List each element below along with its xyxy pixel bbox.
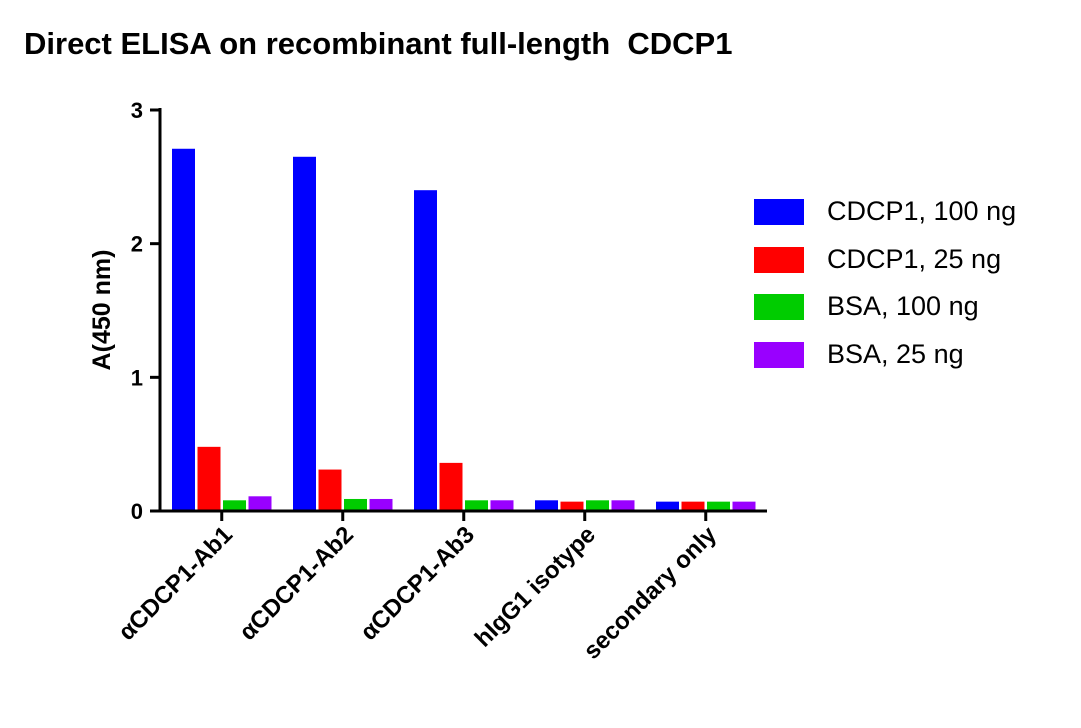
bar-4-3 <box>490 500 514 511</box>
bar-2-1 <box>197 446 221 511</box>
y-tick-label: 0 <box>131 499 143 524</box>
legend-label: BSA, 100 ng <box>827 291 979 321</box>
bar-2-5 <box>681 501 705 511</box>
bar-1-2 <box>293 156 316 512</box>
bar-4-1 <box>248 496 272 511</box>
x-category-label: secondary only <box>578 521 722 665</box>
bar-3-3 <box>465 500 488 511</box>
chart-title: Direct ELISA on recombinant full-length … <box>24 26 733 61</box>
y-axis-title: A(450 nm) <box>88 250 116 371</box>
bar-3-4 <box>586 500 609 511</box>
bar-3-1 <box>223 500 246 511</box>
legend-swatch <box>754 199 804 225</box>
bars-group <box>172 148 756 512</box>
y-tick-label: 1 <box>131 365 143 390</box>
bar-2-4 <box>560 501 584 511</box>
bar-4-4 <box>611 500 635 511</box>
y-tick-label: 2 <box>131 232 143 257</box>
bar-4-2 <box>369 498 393 511</box>
bar-2-2 <box>318 469 342 511</box>
legend-label: BSA, 25 ng <box>827 338 964 369</box>
bar-3-5 <box>707 501 730 511</box>
legend-swatch <box>754 294 804 320</box>
bar-4-5 <box>732 501 756 511</box>
y-ticks-group: 0 1 2 3 <box>131 98 160 524</box>
legend-label: CDCP1, 25 ng <box>827 243 1002 274</box>
bar-2-3 <box>439 462 463 511</box>
x-category-label: αCDCP1-Ab2 <box>234 521 359 646</box>
x-category-label: αCDCP1-Ab3 <box>355 521 480 646</box>
x-category-label: hIgG1 isotype <box>470 521 601 652</box>
bar-1-1 <box>172 148 195 511</box>
y-tick-label: 3 <box>131 98 143 123</box>
x-category-label: αCDCP1-Ab1 <box>113 521 238 646</box>
bar-1-3 <box>414 190 437 511</box>
bar-3-2 <box>344 498 367 511</box>
bar-1-5 <box>656 501 679 511</box>
bar-1-4 <box>535 500 558 511</box>
legend-swatch <box>754 341 804 368</box>
axes-group <box>158 108 767 513</box>
legend-swatch <box>754 246 804 273</box>
legend-label: CDCP1, 100 ng <box>827 196 1017 226</box>
